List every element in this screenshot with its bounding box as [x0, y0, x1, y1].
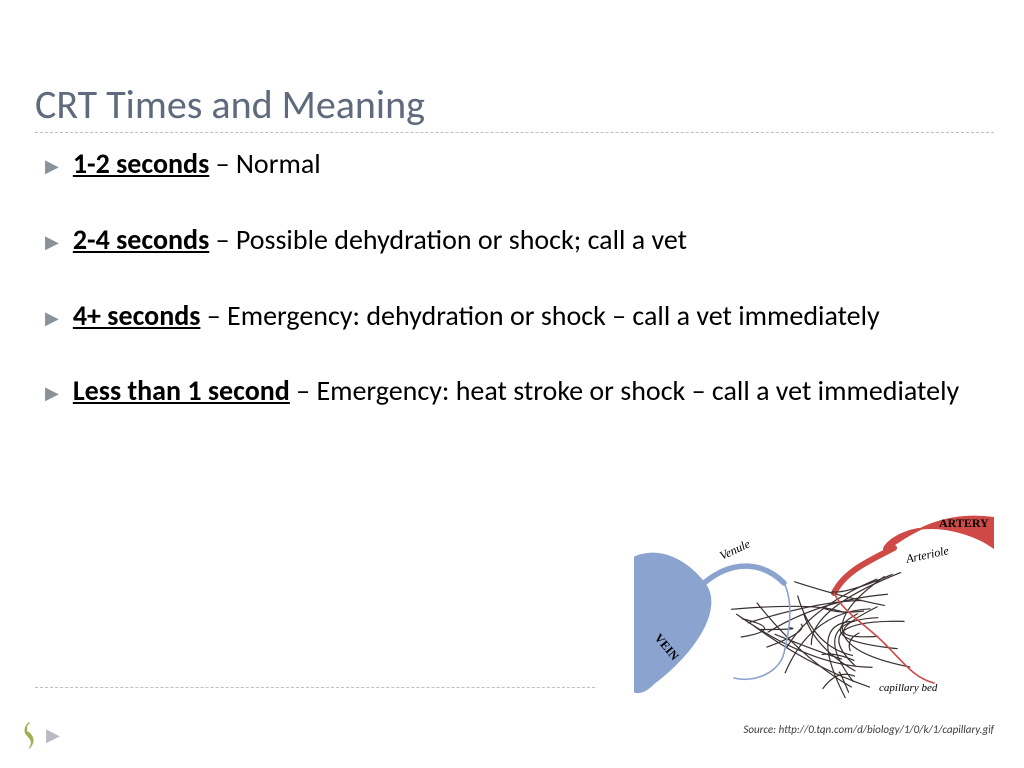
description: – Emergency: dehydration or shock – call…	[200, 298, 879, 333]
list-item: ▶ Less than 1 second – Emergency: heat s…	[45, 372, 984, 410]
svg-text:Arteriole: Arteriole	[904, 543, 951, 566]
divider-bottom	[35, 687, 595, 688]
term: 2-4 seconds	[73, 222, 209, 257]
bullet-list: ▶ 1-2 seconds – Normal ▶ 2-4 seconds – P…	[45, 145, 984, 448]
description: – Normal	[209, 146, 320, 181]
divider-top	[35, 132, 994, 133]
list-item: ▶ 2-4 seconds – Possible dehydration or …	[45, 221, 984, 259]
bullet-marker-icon: ▶	[45, 230, 59, 254]
svg-text:capillary bed: capillary bed	[879, 682, 938, 694]
next-slide-icon: ▶	[46, 724, 60, 746]
term: 4+ seconds	[73, 298, 201, 333]
template-logo-icon	[18, 720, 40, 750]
term: 1-2 seconds	[73, 146, 209, 181]
page-title: CRT Times and Meaning	[35, 80, 425, 129]
bullet-marker-icon: ▶	[45, 306, 59, 330]
list-item: ▶ 1-2 seconds – Normal	[45, 145, 984, 183]
svg-text:ARTERY: ARTERY	[939, 516, 989, 530]
bullet-marker-icon: ▶	[45, 154, 59, 178]
description: – Possible dehydration or shock; call a …	[209, 222, 687, 257]
term: Less than 1 second	[73, 373, 290, 408]
description: – Emergency: heat stroke or shock – call…	[290, 373, 959, 408]
capillary-diagram: ARTERYArterioleVenuleVEINcapillary bed	[634, 503, 994, 718]
source-caption: Source: http://0.tqn.com/d/biology/1/0/k…	[743, 723, 994, 736]
bullet-marker-icon: ▶	[45, 381, 59, 405]
svg-text:Venule: Venule	[717, 536, 753, 562]
list-item: ▶ 4+ seconds – Emergency: dehydration or…	[45, 297, 984, 335]
